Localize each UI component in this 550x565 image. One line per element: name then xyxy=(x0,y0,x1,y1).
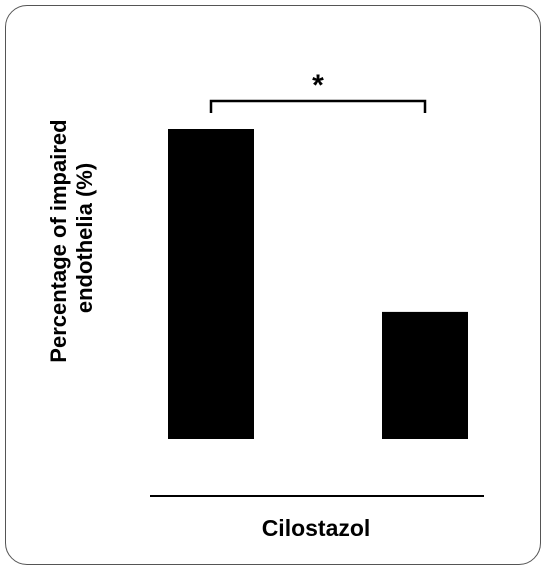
bar-2 xyxy=(382,311,468,439)
y-axis-label-line1: Percentage of impaired xyxy=(46,119,71,362)
figure-frame xyxy=(5,5,541,565)
significance-bracket: * xyxy=(209,69,427,113)
x-axis-label: Cilostazol xyxy=(262,515,371,541)
bar-1 xyxy=(168,129,254,439)
y-axis-label: Percentage of impaired endothelia (%) xyxy=(46,113,97,362)
bar-chart: * Cilostazol Percentage of impaired endo… xyxy=(46,69,484,541)
bracket-line xyxy=(209,99,427,113)
significance-marker: * xyxy=(312,69,324,102)
y-axis-label-line2: endothelia (%) xyxy=(72,163,97,313)
bars-layer xyxy=(168,129,468,439)
